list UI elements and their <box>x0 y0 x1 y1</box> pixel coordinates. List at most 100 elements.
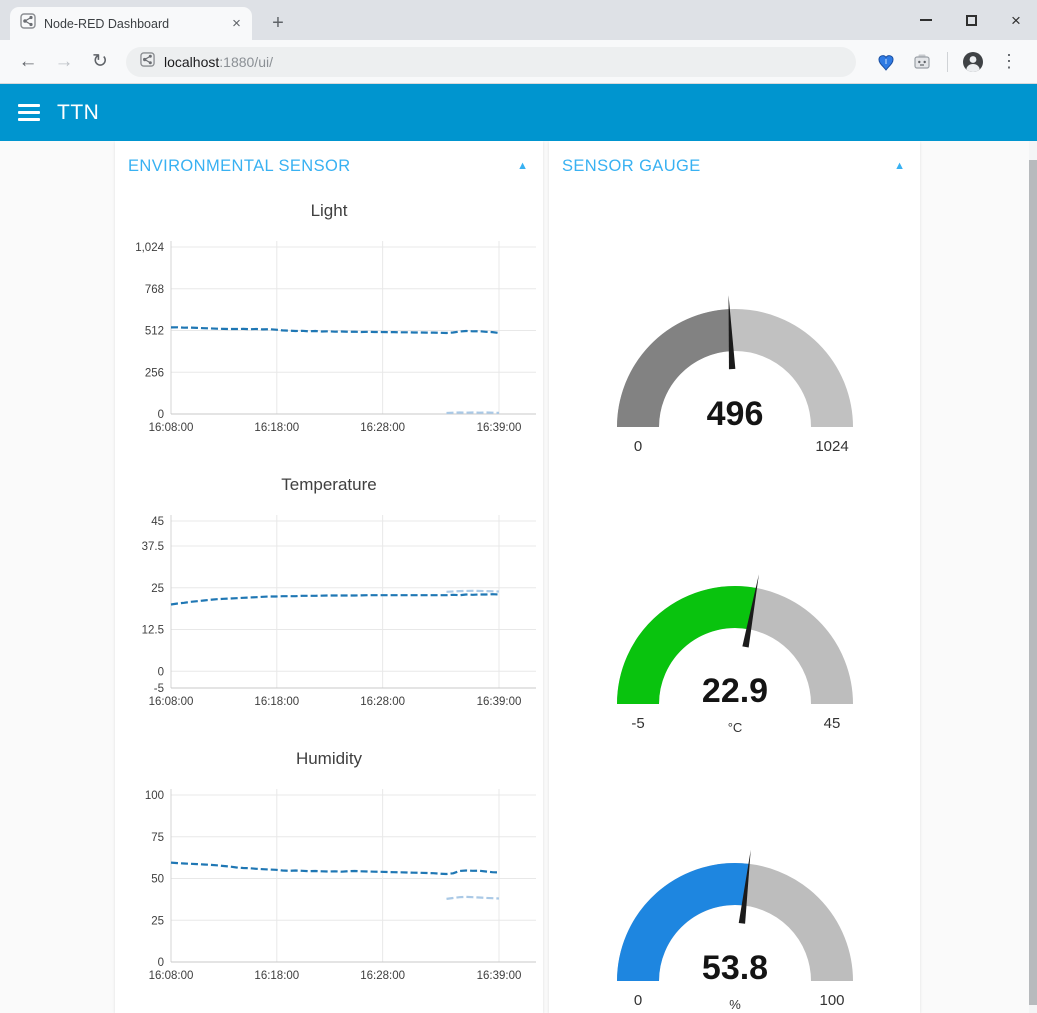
reload-button[interactable]: ↻ <box>92 51 108 72</box>
window-maximize-button[interactable] <box>962 11 980 29</box>
y-tick-label: 1,024 <box>135 242 164 254</box>
series-humidity-secondary <box>446 895 500 900</box>
browser-tab-strip: Node-RED Dashboard × + × <box>0 0 1037 40</box>
gauge-svg: 22.9 -5 45 °C <box>616 574 853 735</box>
chart-svg: 0 256 512 768 1,024 16:08:00 16:18:00 16:28:00 1… <box>135 241 536 434</box>
y-tick-label: 50 <box>151 874 164 886</box>
chart-temperature: Temperature -5 0 12.5 25 37.5 45 16:08:00 16:18… <box>115 471 543 721</box>
gauge-light: 496 0 1024 <box>549 287 920 464</box>
extension-robot-icon[interactable] <box>909 49 935 75</box>
gauge-temperature: 22.9 -5 45 °C <box>549 564 920 741</box>
gauge-min-label: -5 <box>631 715 644 732</box>
new-tab-button[interactable]: + <box>272 11 284 34</box>
back-button[interactable]: ← <box>18 50 38 72</box>
chart-plot-area: -5 0 12.5 25 37.5 45 16:08:00 16:18:00 16:28:00 1… <box>119 501 539 721</box>
gauge-fill <box>616 309 732 428</box>
y-tick-label: 768 <box>145 284 164 296</box>
collapse-arrow-icon[interactable]: ▲ <box>517 160 528 172</box>
x-tick-label: 16:08:00 <box>149 970 194 982</box>
gauge-value: 496 <box>706 395 763 433</box>
panel-title: ENVIRONMENTAL SENSOR <box>128 156 351 175</box>
y-tick-label: 512 <box>145 326 164 338</box>
browser-menu-button[interactable]: ⋮ <box>1000 51 1018 71</box>
x-tick-label: 16:39:00 <box>477 970 522 982</box>
gauge-min-label: 0 <box>633 992 641 1009</box>
address-bar[interactable]: localhost:1880/ui/ <box>126 46 856 77</box>
gauge-max-label: 100 <box>819 992 844 1009</box>
chart-plot-area: 0 256 512 768 1,024 16:08:00 16:18:00 16:28:00 1… <box>119 227 539 447</box>
y-tick-label: 75 <box>151 832 164 844</box>
url-host: localhost <box>164 53 220 70</box>
gauge-value: 53.8 <box>701 949 767 987</box>
site-favicon-icon <box>140 51 155 72</box>
y-tick-label: 25 <box>151 583 164 595</box>
extension-pin-icon[interactable] <box>873 49 899 75</box>
panel-sensor-gauge: SENSOR GAUGE ▲ 496 0 1024 22.9 -5 45 °C 53.8 0… <box>549 141 920 1013</box>
gauge-fill <box>616 586 756 705</box>
window-close-button[interactable]: × <box>1011 10 1021 30</box>
chart-svg: 0 25 50 75 100 16:08:00 16:18:00 16:28:00 16:39:… <box>145 789 536 982</box>
y-tick-label: 100 <box>145 790 164 802</box>
x-tick-label: 16:18:00 <box>254 422 299 434</box>
y-tick-label: 45 <box>151 516 164 528</box>
series-temperature-secondary <box>446 589 500 593</box>
x-tick-label: 16:18:00 <box>254 970 299 982</box>
gauge-svg: 496 0 1024 <box>616 295 853 455</box>
x-tick-label: 16:28:00 <box>360 696 405 708</box>
series-light <box>170 326 500 335</box>
y-tick-label: 0 <box>158 409 164 421</box>
x-tick-label: 16:18:00 <box>254 696 299 708</box>
chart-title: Light <box>310 201 348 220</box>
gauge-min-label: 0 <box>633 438 641 455</box>
tab-title: Node-RED Dashboard <box>44 16 170 31</box>
y-tick-label: 256 <box>145 367 164 379</box>
gauge-svg: 53.8 0 100% <box>616 849 853 1012</box>
dashboard-header: TTN <box>0 84 1037 141</box>
node-red-favicon-icon <box>20 13 36 34</box>
chart-light: Light 0 256 512 768 1,024 16:08:00 16:18:00 16:… <box>115 197 543 447</box>
forward-button[interactable]: → <box>54 50 74 72</box>
y-tick-label: 0 <box>158 957 164 969</box>
gauge-needle <box>738 849 751 924</box>
gauge-unit-label: °C <box>727 720 742 735</box>
gauge-unit-label: % <box>729 997 741 1012</box>
x-tick-label: 16:28:00 <box>360 970 405 982</box>
panel-title: SENSOR GAUGE <box>562 156 701 175</box>
dashboard-title: TTN <box>57 100 100 124</box>
toolbar-divider <box>947 51 948 72</box>
chart-plot-area: 0 25 50 75 100 16:08:00 16:18:00 16:28:00 16:39:… <box>119 775 539 995</box>
window-controls: × <box>917 0 1029 40</box>
y-tick-label: 37.5 <box>142 541 164 553</box>
browser-toolbar: ← → ↻ localhost:1880/ui/ <box>0 40 1037 84</box>
x-tick-label: 16:28:00 <box>360 422 405 434</box>
gauge-needle <box>728 295 735 370</box>
panel-header: ENVIRONMENTAL SENSOR ▲ <box>115 141 543 187</box>
x-tick-label: 16:08:00 <box>149 696 194 708</box>
profile-avatar[interactable] <box>960 49 986 75</box>
y-tick-label: 25 <box>151 915 164 927</box>
window-minimize-button[interactable] <box>917 11 935 29</box>
y-tick-label: -5 <box>154 683 164 695</box>
tab-close-icon[interactable]: × <box>232 15 241 32</box>
menu-hamburger-icon[interactable] <box>18 104 42 121</box>
panel-environmental-sensor: ENVIRONMENTAL SENSOR ▲ Light 0 256 512 768 1… <box>115 141 543 1013</box>
series-light-secondary <box>446 411 500 415</box>
panel-header: SENSOR GAUGE ▲ <box>549 141 920 187</box>
vertical-scrollbar[interactable] <box>1029 141 1037 1013</box>
chart-title: Temperature <box>281 475 377 494</box>
scrollbar-thumb[interactable] <box>1029 160 1037 1005</box>
dashboard-content: ENVIRONMENTAL SENSOR ▲ Light 0 256 512 768 1… <box>0 141 1037 1013</box>
gauge-fill <box>616 863 749 982</box>
chart-humidity: Humidity 0 25 50 75 100 16:08:00 16:18:00 16:28… <box>115 745 543 995</box>
x-tick-label: 16:39:00 <box>477 422 522 434</box>
browser-tab[interactable]: Node-RED Dashboard × <box>10 7 252 40</box>
series-temperature <box>170 593 500 606</box>
series-humidity <box>170 861 500 876</box>
x-tick-label: 16:08:00 <box>149 422 194 434</box>
collapse-arrow-icon[interactable]: ▲ <box>894 160 905 172</box>
gauge-max-label: 1024 <box>815 438 848 455</box>
y-tick-label: 0 <box>158 666 164 678</box>
url-path: :1880/ui/ <box>219 53 273 70</box>
chart-svg: -5 0 12.5 25 37.5 45 16:08:00 16:18:00 16:28:00 1… <box>142 515 536 708</box>
